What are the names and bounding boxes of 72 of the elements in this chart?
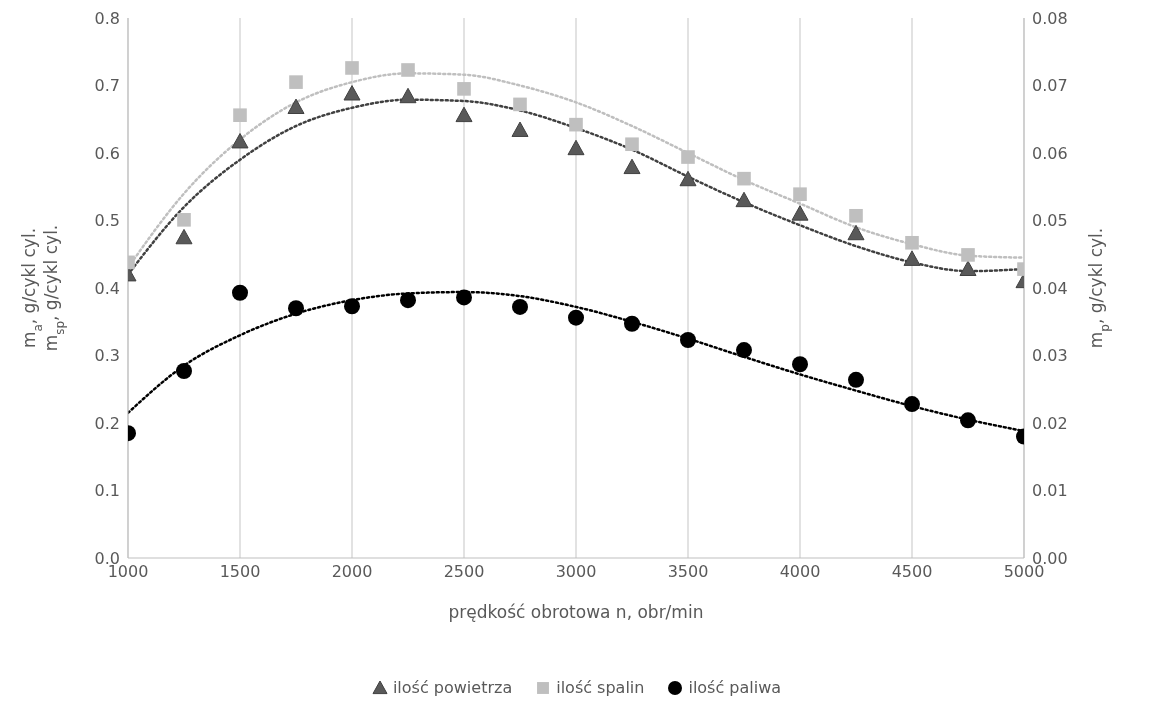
point <box>959 260 977 276</box>
legend-label: ilość powietrza <box>392 678 513 697</box>
point <box>511 121 529 137</box>
point <box>231 133 249 149</box>
legend-label: ilość spalin <box>556 678 645 697</box>
point <box>513 97 527 112</box>
point <box>735 191 753 208</box>
x-tick-label: 2000 <box>331 562 373 582</box>
point <box>905 235 919 250</box>
point <box>567 139 585 156</box>
y-tick-label: 0.1 <box>94 481 120 501</box>
point <box>455 106 473 123</box>
y2-tick-label: 0.05 <box>1032 211 1068 231</box>
point <box>679 170 697 187</box>
point <box>792 356 808 373</box>
y-tick-label: 0.4 <box>94 278 120 298</box>
x-tick-label: 4000 <box>779 562 821 582</box>
point <box>904 396 920 413</box>
point <box>343 85 361 101</box>
y2-tick-label: 0.03 <box>1032 346 1068 366</box>
y-tick-label: 0.2 <box>94 413 120 433</box>
y2-tick-label: 0.02 <box>1032 413 1068 433</box>
point <box>287 98 305 114</box>
point <box>399 87 417 104</box>
point <box>847 224 865 241</box>
point <box>232 284 248 301</box>
y-tick-label: 0.7 <box>94 76 120 96</box>
x-tick-label: 2500 <box>443 562 485 582</box>
x-tick-label: 3000 <box>555 562 597 582</box>
point <box>793 187 807 201</box>
point <box>680 331 696 348</box>
x-tick-label: 1500 <box>219 562 261 582</box>
point <box>512 298 528 315</box>
y2-tick-label: 0.07 <box>1032 76 1068 96</box>
y2-tick-label: 0.04 <box>1032 278 1068 298</box>
point <box>961 248 975 262</box>
legend-label: ilość paliwa <box>688 678 782 697</box>
point <box>848 371 864 388</box>
point <box>903 250 921 266</box>
point <box>791 205 809 221</box>
point <box>233 108 247 122</box>
point <box>345 61 359 75</box>
point <box>288 300 304 317</box>
x-tick-label: 3500 <box>667 562 709 582</box>
y2-tick-label: 0.06 <box>1032 143 1068 163</box>
point <box>175 228 193 245</box>
y-tick-label: 0.6 <box>94 143 120 163</box>
point <box>737 171 751 186</box>
y2-tick-label: 0.01 <box>1032 481 1068 501</box>
point <box>960 412 976 429</box>
point <box>623 158 641 175</box>
x-axis-title: prędkość obrotowa n, obr/min <box>448 602 704 622</box>
point <box>289 75 303 89</box>
y-tick-label: 0.3 <box>94 346 120 366</box>
y-tick-label: 0.8 <box>94 8 120 28</box>
point <box>401 63 415 77</box>
point <box>177 213 191 227</box>
point <box>176 363 192 380</box>
point <box>625 137 639 152</box>
x-tick-label: 4500 <box>891 562 933 582</box>
point <box>457 82 471 96</box>
point <box>569 117 583 132</box>
point <box>456 289 472 306</box>
point <box>568 309 584 326</box>
point <box>736 342 752 359</box>
point <box>681 150 695 164</box>
point <box>624 315 640 332</box>
y-tick-label: 0.5 <box>94 211 120 231</box>
point <box>400 292 416 309</box>
point <box>344 298 360 315</box>
y2-tick-label: 0.08 <box>1032 8 1068 28</box>
point <box>849 208 863 223</box>
